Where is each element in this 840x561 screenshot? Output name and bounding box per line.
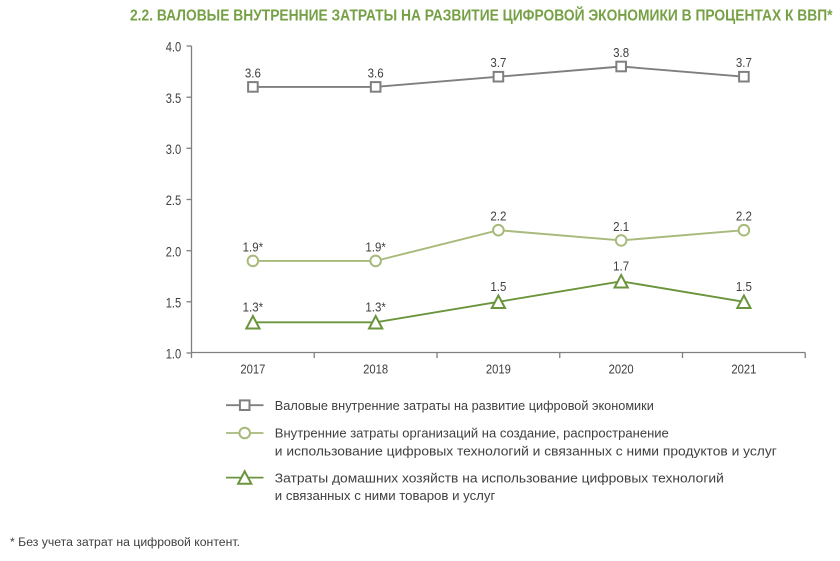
svg-text:2020: 2020 [609, 361, 634, 376]
svg-text:и использование цифровых техно: и использование цифровых технологий и св… [275, 443, 777, 458]
svg-text:* Без учета затрат на цифровой: * Без учета затрат на цифровой контент. [10, 537, 240, 549]
svg-text:1.5: 1.5 [736, 279, 752, 294]
svg-text:и связанных с ними товаров и у: и связанных с ними товаров и услуг [275, 488, 496, 503]
svg-text:2.5: 2.5 [166, 193, 182, 208]
svg-text:2.2. ВАЛОВЫЕ ВНУТРЕННИЕ ЗАТРАТ: 2.2. ВАЛОВЫЕ ВНУТРЕННИЕ ЗАТРАТЫ НА РАЗВИ… [130, 6, 833, 25]
svg-text:1.9*: 1.9* [365, 239, 386, 254]
svg-text:Внутренние затраты организаций: Внутренние затраты организаций на создан… [275, 426, 669, 441]
svg-text:1.5: 1.5 [166, 296, 182, 311]
svg-text:3.6: 3.6 [245, 65, 261, 80]
svg-text:1.9*: 1.9* [243, 239, 264, 254]
svg-text:3.0: 3.0 [166, 142, 182, 157]
svg-text:1.3*: 1.3* [243, 300, 264, 315]
svg-text:3.7: 3.7 [490, 55, 506, 70]
svg-text:Затраты домашних хозяйств на и: Затраты домашних хозяйств на использован… [275, 470, 724, 485]
svg-text:2.2: 2.2 [490, 209, 506, 224]
svg-text:2019: 2019 [486, 361, 511, 376]
svg-text:2.1: 2.1 [613, 219, 629, 234]
svg-text:Валовые внутренние затраты на: Валовые внутренние затраты на развитие ц… [275, 398, 654, 413]
svg-text:4.0: 4.0 [166, 40, 182, 55]
svg-text:2.2: 2.2 [736, 209, 752, 224]
svg-text:3.5: 3.5 [166, 91, 182, 106]
svg-text:2.0: 2.0 [166, 244, 182, 259]
svg-text:3.8: 3.8 [613, 45, 629, 60]
svg-text:3.7: 3.7 [736, 55, 752, 70]
svg-text:1.7: 1.7 [613, 259, 629, 274]
svg-text:1.3*: 1.3* [365, 300, 386, 315]
svg-text:3.6: 3.6 [368, 65, 384, 80]
svg-text:1.5: 1.5 [490, 279, 506, 294]
svg-text:2018: 2018 [363, 361, 388, 376]
svg-text:2017: 2017 [240, 361, 265, 376]
svg-text:2021: 2021 [731, 361, 756, 376]
svg-text:1.0: 1.0 [166, 347, 182, 362]
